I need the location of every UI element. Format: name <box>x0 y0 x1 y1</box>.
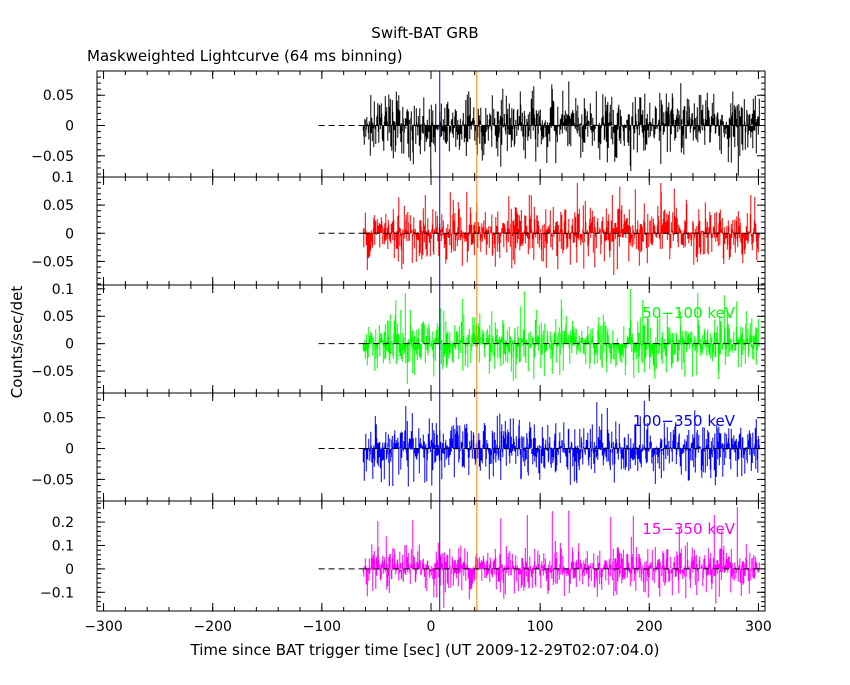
y-tick-label: 0.2 <box>52 515 74 531</box>
y-tick-label: 0 <box>65 442 74 458</box>
y-tick-label: 0.05 <box>43 88 74 104</box>
series-trace <box>362 289 760 384</box>
x-tick-label: −200 <box>193 619 231 635</box>
y-tick-label: −0.05 <box>31 472 74 488</box>
panel-2: 0.1 0.05 0 −0.05 50−100 keV <box>31 282 766 394</box>
y-tick-label: 0.05 <box>43 411 74 427</box>
x-tick-label: −300 <box>84 619 122 635</box>
x-tick-label: 300 <box>745 619 772 635</box>
panels-group: 0.05 0 −0.05 0.1 0.05 0 −0.05 0.1 0.05 0 −0.05 50−1… <box>31 70 772 635</box>
y-tick-label: 0 <box>65 562 74 578</box>
y-tick-label: 0.1 <box>52 170 74 186</box>
y-tick-label: 0 <box>65 226 74 242</box>
y-tick-label: 0.1 <box>52 282 74 298</box>
band-label: 50−100 keV <box>642 304 735 322</box>
panel-0: 0.05 0 −0.05 <box>31 70 766 178</box>
band-label: 15−350 keV <box>642 520 735 538</box>
y-tick-label: −0.05 <box>31 364 74 380</box>
y-tick-label: 0.05 <box>43 198 74 214</box>
panel-frame <box>96 500 766 612</box>
x-tick-label: −100 <box>303 619 341 635</box>
band-label: 100−350 keV <box>633 412 736 430</box>
series-trace <box>362 400 760 487</box>
x-tick-label: 100 <box>527 619 554 635</box>
panel-4: 0.2 0.1 0 −0.1 15−350 keV −300 −200 −100 0 100 200… <box>40 500 772 635</box>
series-trace <box>362 182 760 275</box>
series-trace <box>362 507 760 608</box>
x-axis-label: Time since BAT trigger time [sec] (UT 20… <box>190 641 660 659</box>
panel-1: 0.1 0.05 0 −0.05 <box>31 170 766 286</box>
series-trace <box>362 81 760 176</box>
y-axis-label: Counts/sec/det <box>8 286 26 399</box>
y-tick-label: 0.05 <box>43 309 74 325</box>
x-tick-label: 200 <box>636 619 663 635</box>
panel-3: 0.05 0 −0.05 100−350 keV <box>31 392 766 502</box>
y-tick-label: 0.1 <box>52 538 74 554</box>
y-tick-label: −0.05 <box>31 149 74 165</box>
y-tick-label: 0 <box>65 119 74 135</box>
chart-subtitle: Maskweighted Lightcurve (64 ms binning) <box>87 47 403 65</box>
y-tick-label: 0 <box>65 337 74 353</box>
y-tick-label: −0.05 <box>31 254 74 270</box>
chart-title: Swift-BAT GRB <box>371 24 478 42</box>
y-tick-label: −0.1 <box>40 585 74 601</box>
x-tick-label: 0 <box>427 619 436 635</box>
